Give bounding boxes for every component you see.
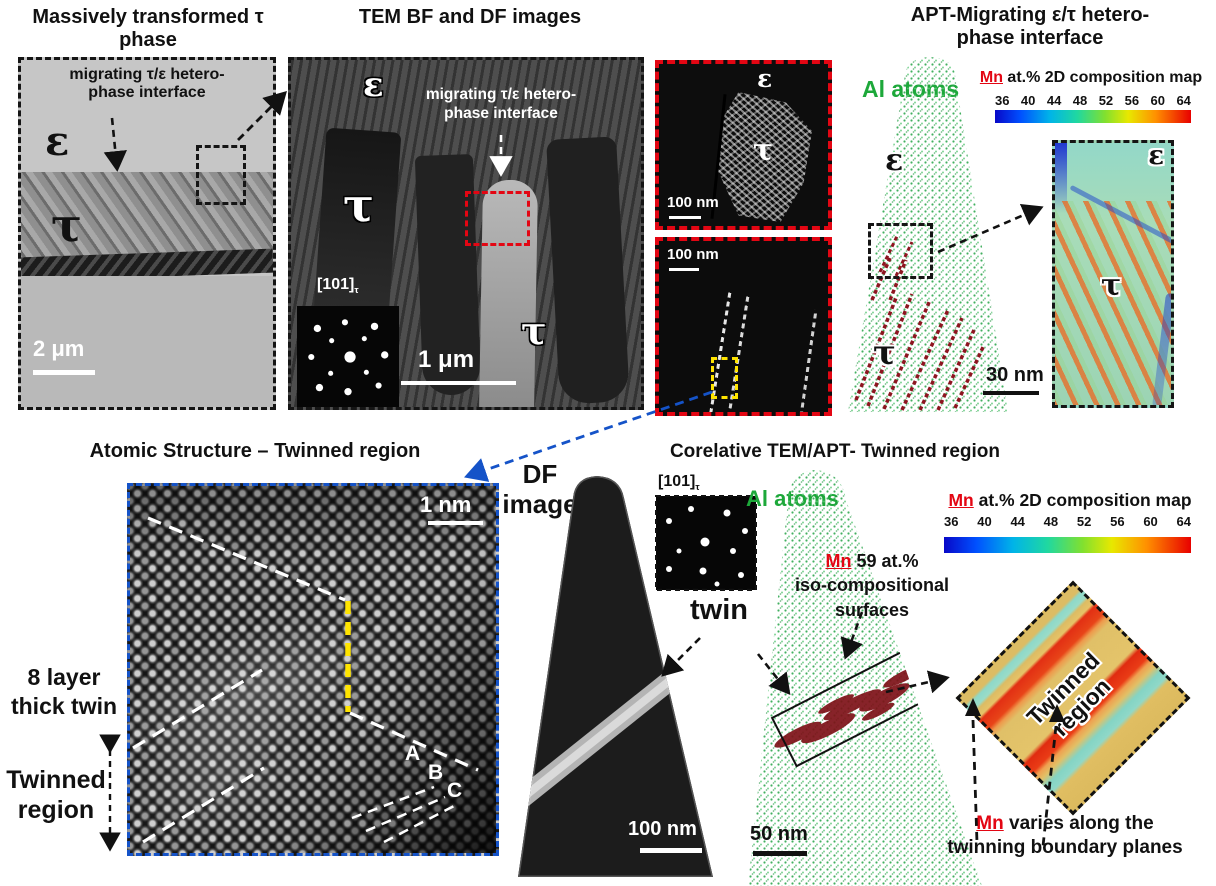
twin-label: twin [690, 594, 748, 626]
epsilon-label: ε [885, 143, 904, 178]
panel-df-epsilon-tau: ε τ 100 nm [655, 60, 832, 230]
scalebar [401, 381, 516, 385]
scalebar-label: 2 μm [33, 336, 85, 361]
scalebar [983, 391, 1039, 395]
title-massive: Massively transformed τ phase [32, 6, 264, 51]
tau-stripe-texture [1055, 201, 1171, 405]
plane-label-c: C [447, 779, 463, 802]
scalebar [753, 851, 807, 856]
epsilon-label: ε [45, 118, 70, 165]
tau-label: τ [1101, 268, 1122, 303]
scalebar-label: 1 nm [420, 492, 472, 517]
tau-label-2: τ [521, 308, 547, 353]
diffraction-pattern-inset [655, 495, 757, 591]
colorbar-ticks: 36 40 44 48 52 56 60 64 [944, 514, 1191, 529]
scalebar-label: 50 nm [750, 823, 808, 845]
blue-edge-streak [1055, 143, 1067, 213]
interface-region-box [465, 191, 530, 246]
tau-grain-3 [546, 136, 630, 405]
tip-cone [518, 476, 713, 877]
title-apt-line2: phase interface [956, 27, 1104, 49]
mn-rich-streaks [854, 257, 986, 411]
title-tem: TEM BF and DF images [358, 6, 582, 28]
colorbar-title: Mn at.% 2D composition map [979, 69, 1203, 86]
scalebar [640, 848, 702, 853]
scalebar-label: 100 nm [667, 246, 719, 263]
scalebar [669, 216, 701, 219]
plane-label-b: B [428, 761, 444, 784]
colorbar-ticks: 36 40 44 48 52 56 60 64 [995, 93, 1191, 108]
scalebar [33, 370, 95, 375]
scalebar-label: 1 μm [418, 346, 475, 373]
tau-label: τ [873, 333, 896, 373]
epsilon-label: ε [757, 64, 773, 93]
panel-tem-bf-image: ε migrating τ/ε hetero-phase interface τ… [288, 57, 644, 410]
eight-layer-label: 8 layer thick twin [10, 664, 118, 719]
tau-label: τ [51, 198, 82, 252]
annotation-migrating-interface: migrating τ/ε hetero-phase interface [425, 86, 577, 122]
colorbar-title: Mn at.% 2D composition map [948, 490, 1192, 510]
scalebar-label: 100 nm [628, 818, 697, 840]
zoom-region-box [196, 145, 246, 205]
panel-df-twins: 100 nm [655, 237, 832, 416]
diffraction-pattern-inset [297, 306, 399, 407]
mn-varies-caption: Mn varies along the twinning boundary pl… [947, 813, 1183, 858]
shading-overlay [130, 486, 496, 853]
interface-region-box [868, 223, 933, 279]
epsilon-label: ε [1148, 141, 1164, 171]
mn-label: Mn [976, 813, 1004, 834]
mn-label: Mn [948, 490, 974, 510]
panel-massive-tem-image: migrating τ/ε hetero-phase interface ε τ… [18, 57, 276, 410]
title-atomic: Atomic Structure – Twinned region [89, 440, 421, 462]
mn-label: Mn [979, 69, 1003, 86]
title-apt-line1: APT-Migrating ε/τ hetero- [910, 4, 1150, 26]
scalebar-label: 30 nm [986, 364, 1044, 386]
plane-label-a: A [405, 742, 421, 765]
twin-region-box [711, 357, 738, 399]
apt-tip-twin-map [748, 470, 982, 886]
scalebar-label: 100 nm [667, 194, 719, 211]
hrtem-image [127, 483, 499, 856]
epsilon-label: ε [363, 65, 384, 105]
iso-surface-label: Mn 59 at.% iso-compositional surfaces [794, 551, 949, 620]
diffraction-zone-label: [101]τ [658, 473, 700, 494]
matrix-region [21, 276, 273, 407]
mn-iso-surfaces [770, 638, 952, 768]
tau-label: τ [753, 133, 774, 168]
mn-label: Mn [825, 551, 852, 571]
scalebar [669, 268, 699, 271]
colorbar-gradient [944, 537, 1191, 553]
twinned-region-map-label: Twinned region [1021, 646, 1117, 742]
tau-label-1: τ [343, 178, 374, 232]
diffraction-zone-label: [101]τ [317, 276, 359, 297]
twinned-region-label: Twinned region [6, 766, 106, 824]
apt-tip-shape [748, 470, 982, 886]
apt-tip-al-map [848, 57, 1008, 412]
title-correlative: Corelative TEM/APT- Twinned region [669, 441, 1001, 462]
annotation-migrating-interface: migrating τ/ε hetero-phase interface [69, 66, 225, 102]
composition-map-interface: ε τ [1052, 140, 1174, 408]
scalebar [428, 521, 483, 525]
twin-streak-3 [799, 309, 818, 412]
title-apt: APT-Migrating ε/τ hetero- phase interfac… [860, 4, 1200, 50]
apt-tip-shape [848, 57, 1008, 412]
colorbar-gradient [995, 110, 1191, 123]
